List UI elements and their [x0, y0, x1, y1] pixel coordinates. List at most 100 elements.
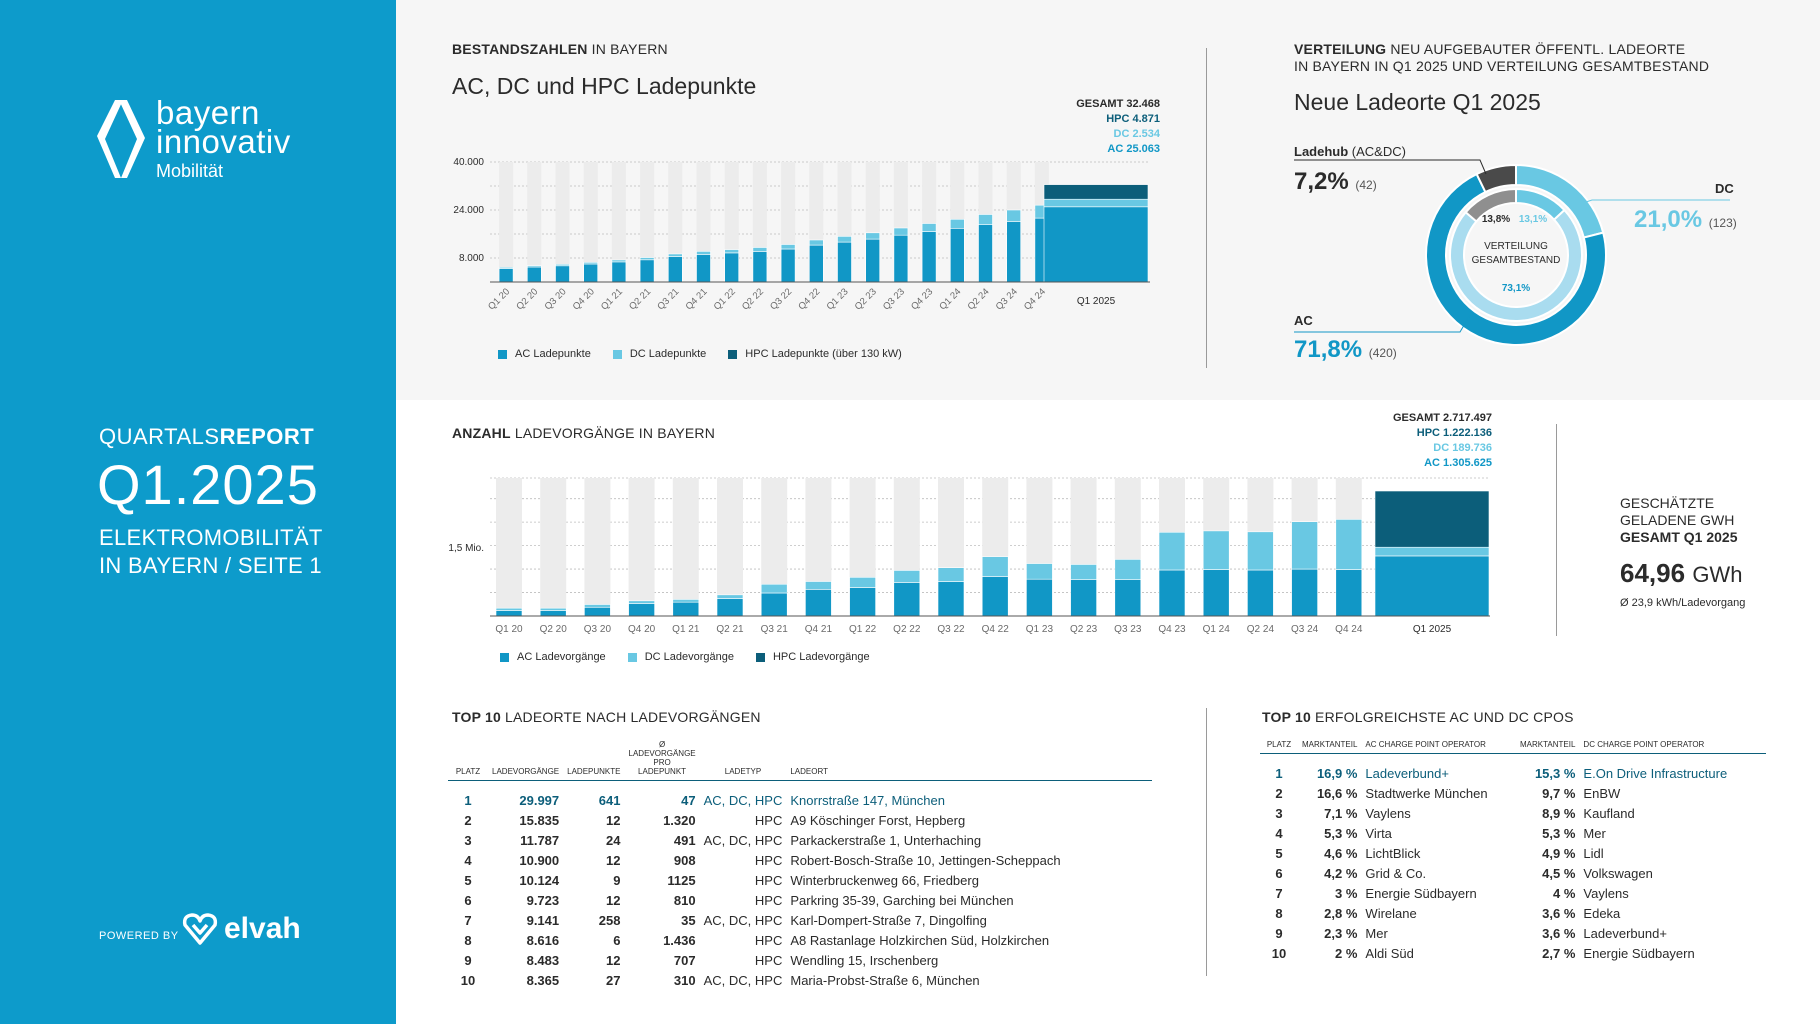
stock-bar-dc	[949, 219, 965, 229]
sessions-bar-hpc	[1374, 490, 1490, 548]
cell-ladepunkte: 24	[606, 833, 621, 848]
sessions-bar-ac	[1158, 569, 1186, 617]
cell-dc-operator: Lidl	[1583, 846, 1604, 861]
cell-ladeort: Robert-Bosch-Straße 10, Jettingen-Schepp…	[790, 853, 1061, 868]
top-divider	[1206, 48, 1207, 368]
sessions-bar-ac	[584, 606, 611, 617]
sessions-x-tick-label: Q3 20	[584, 624, 612, 635]
cell-ladetyp: HPC	[754, 953, 783, 968]
cell-ladetyp: HPC	[754, 813, 783, 828]
sessions-bar-dc	[672, 599, 700, 603]
cell-pro-ladepunkt: 491	[673, 833, 696, 848]
cell-dc-operator: Vaylens	[1583, 886, 1629, 901]
sessions-bar-ac	[1335, 569, 1363, 617]
ac-label: AC	[1294, 313, 1313, 328]
dc-count: (123)	[1708, 216, 1737, 230]
sessions-x-tick-label: Q2 20	[540, 624, 568, 635]
distribution-donut-chart: VERTEILUNG GESAMTBESTAND 13,8% 13,1% 73,1%	[1294, 159, 1730, 346]
cell-ladetyp: AC, DC, HPC	[703, 793, 783, 808]
legend-swatch-hpc	[728, 349, 738, 359]
cell-ladevorgaenge: 10.124	[519, 873, 560, 888]
cell-ladevorgaenge: 9.723	[526, 893, 560, 908]
cell-platz: 4	[1275, 826, 1283, 841]
table-row: 10 2 % Aldi Süd 2,7 % Energie Südbayern	[1260, 944, 1766, 964]
sessions-total-gesamt: GESAMT 2.717.497	[1392, 412, 1492, 424]
sessions-bar-dc	[495, 607, 523, 611]
sessions-bar-ac	[672, 601, 700, 617]
cell-platz: 6	[464, 893, 472, 908]
stock-bar-dc	[752, 247, 768, 252]
stock-total-hpc: HPC 4.871	[1106, 113, 1160, 125]
cell-ac-operator: Stadtwerke München	[1365, 786, 1488, 801]
stock-section-title-bold: BESTANDSZAHLEN	[452, 41, 588, 57]
ac-percent-value: 71,8%	[1294, 336, 1363, 363]
sessions-bar-ac	[1026, 578, 1053, 617]
ladehub-label-sub: (AC&DC)	[1351, 144, 1406, 159]
cell-pro-ladepunkt: 707	[673, 953, 696, 968]
table-row: 3 11.787 24 491 AC, DC, HPC Parkackerstraße 1…	[448, 831, 1152, 851]
sessions-bar-ac	[893, 582, 921, 617]
cell-ladeort: Winterbruckenweg 66, Friedberg	[790, 873, 979, 888]
ladehub-percent: 7,2% (42)	[1294, 168, 1377, 196]
stock-bar-ac	[1043, 206, 1149, 283]
cell-ladeort: Maria-Probst-Straße 6, München	[790, 973, 980, 988]
sessions-bar-background	[672, 478, 699, 616]
distribution-title-light-2: IN BAYERN IN Q1 2025 UND VERTEILUNG GESA…	[1294, 58, 1710, 74]
gwh-unit: GWh	[1692, 562, 1743, 587]
stock-bar-ac	[949, 228, 965, 283]
sessions-x-tick-label: Q4 24	[1335, 624, 1363, 635]
stock-x-tick-label: Q2 21	[627, 286, 653, 312]
cell-ladevorgaenge: 10.900	[519, 853, 560, 868]
ac-percent: 71,8% (420)	[1294, 336, 1397, 364]
brand-name-line2: innovativ	[156, 123, 291, 160]
sessions-x-tick-label: Q2 21	[716, 624, 744, 635]
stock-bar-ac	[893, 234, 909, 283]
cell-dc-marktanteil: 4,5 %	[1542, 866, 1576, 881]
legend-label-dc-sessions: DC Ladevorgänge	[644, 651, 734, 663]
stock-totals: GESAMT 32.468 HPC 4.871 DC 2.534 AC 25.0…	[1076, 97, 1160, 157]
dc-leader-line	[1585, 199, 1730, 203]
table-row: 8 2,8 % Wirelane 3,6 % Edeka	[1260, 904, 1766, 924]
stock-x-tick-label: Q1 2025	[1077, 296, 1116, 307]
cell-ladeort: Parkackerstraße 1, Unterhaching	[790, 833, 982, 848]
cell-dc-operator: Volkswagen	[1583, 866, 1653, 881]
cell-ladepunkte: 12	[606, 893, 621, 908]
table-row: 4 5,3 % Virta 5,3 % Mer	[1260, 824, 1766, 844]
cell-platz: 7	[464, 913, 472, 928]
cell-dc-operator: Kaufland	[1583, 806, 1635, 821]
cell-ladetyp: HPC	[754, 853, 783, 868]
stock-bar-ac	[1006, 221, 1022, 283]
cell-ladepunkte: 12	[606, 953, 621, 968]
distribution-title-bold: VERTEILUNG	[1294, 41, 1387, 57]
dc-percent-value: 21,0%	[1634, 206, 1703, 233]
top10-header-row: PLATZ LADEVORGÄNGE LADEPUNKTE Ø LADEVORG…	[448, 740, 1152, 781]
sessions-bar-dc	[1158, 531, 1186, 571]
ladehub-percent-value: 7,2%	[1294, 168, 1349, 195]
th-dc-operator: DC CHARGE POINT OPERATOR	[1579, 740, 1766, 754]
sessions-x-tick-label: Q1 23	[1026, 624, 1054, 635]
sessions-x-tick-label: Q2 23	[1070, 624, 1098, 635]
stock-y-tick-label: 40.000	[453, 157, 484, 168]
sessions-x-tick-label: Q2 24	[1247, 624, 1275, 635]
stock-bar-background	[640, 162, 655, 282]
cell-platz: 1	[1275, 766, 1283, 781]
cpos-title-light: ERFOLGREICHSTE AC UND DC CPOS	[1315, 709, 1574, 725]
sessions-bar-dc	[1026, 563, 1053, 580]
cell-dc-marktanteil: 3,6 %	[1542, 906, 1576, 921]
cell-dc-marktanteil: 5,3 %	[1542, 826, 1576, 841]
cell-dc-operator: EnBW	[1583, 786, 1621, 801]
table-row: 2 15.835 12 1.320 HPC A9 Köschinger Forst, He…	[448, 811, 1152, 831]
stock-y-tick-label: 8.000	[459, 253, 484, 264]
legend-label-ac: AC Ladepunkte	[515, 348, 591, 360]
stock-x-tick-label: Q1 24	[937, 286, 963, 312]
stock-section-title-light: IN BAYERN	[591, 41, 668, 57]
cell-platz: 9	[464, 953, 472, 968]
legend-item-dc: DC Ladepunkte	[612, 348, 706, 360]
stock-bar-ac	[555, 265, 570, 283]
stock-x-tick-label: Q4 20	[571, 286, 597, 312]
stock-bar-dc	[611, 259, 627, 263]
stock-x-tick-label: Q3 21	[655, 286, 681, 312]
gwh-box: GESCHÄTZTE GELADENE GWH GESAMT Q1 2025 6…	[1620, 495, 1745, 609]
sessions-bar-background	[540, 478, 567, 616]
stock-total-ac: AC 25.063	[1107, 143, 1160, 155]
